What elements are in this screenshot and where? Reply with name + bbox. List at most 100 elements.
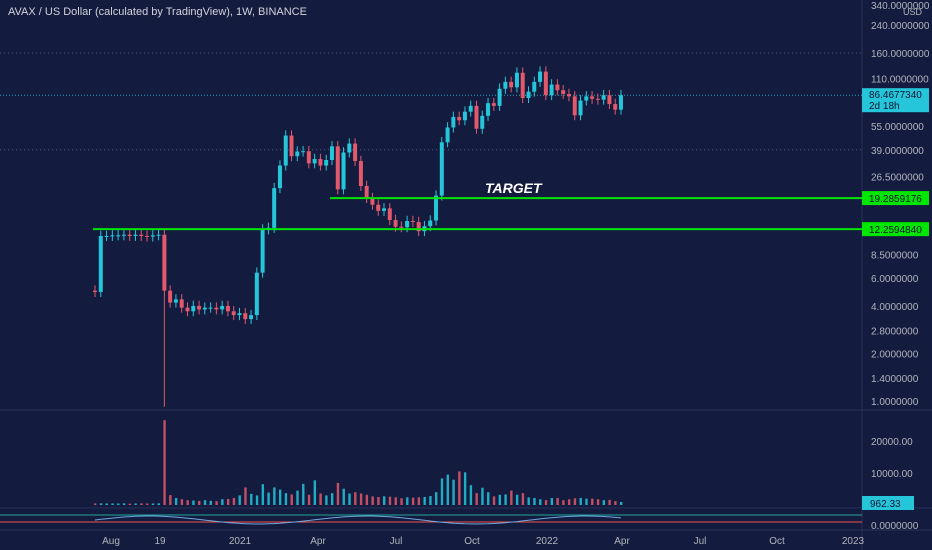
volume-bar [492, 496, 496, 505]
volume-bar [313, 480, 317, 505]
volume-tick-label: 20000.00 [871, 437, 913, 448]
price-unit-label: USD [903, 7, 923, 17]
volume-bar [406, 497, 409, 505]
volume-bar [440, 478, 444, 505]
candle-body [283, 135, 288, 166]
volume-bar [515, 494, 519, 505]
candle-body [121, 234, 126, 236]
candle-body [289, 135, 294, 157]
volume-bar [458, 471, 461, 505]
volume-bar [562, 500, 565, 505]
candle-body [312, 158, 317, 164]
candle-body [451, 116, 456, 128]
volume-bar [423, 497, 426, 505]
candle-body [127, 234, 132, 236]
candle-body [566, 93, 571, 97]
volume-bar [394, 497, 397, 505]
target-annotation: TARGET [485, 180, 542, 196]
candle-body [185, 307, 190, 312]
price-tick-label: 55.0000000 [871, 122, 924, 133]
candle-body [353, 143, 358, 162]
volume-bar [527, 497, 530, 505]
volume-bar [365, 494, 369, 505]
volume-bar [221, 499, 224, 505]
candle-body [618, 95, 623, 110]
candle-body [457, 116, 462, 121]
volume-bar [556, 497, 559, 505]
volume-bar [573, 498, 577, 505]
candle-body [324, 160, 329, 166]
candle-body [428, 220, 433, 227]
volume-bar [232, 497, 236, 505]
candle-body [254, 272, 259, 316]
candle-body [595, 98, 600, 100]
candle-body [520, 72, 525, 99]
volume-bar [302, 483, 305, 505]
candle-body [526, 91, 531, 99]
price-tick-label: 1.4000000 [871, 374, 919, 385]
candle-body [179, 299, 184, 308]
candle-body [590, 96, 595, 99]
volume-bar [498, 494, 501, 505]
volume-bar [608, 499, 611, 505]
candle-body [191, 305, 196, 312]
volume-bar [521, 493, 525, 505]
volume-bar [290, 494, 293, 505]
volume-bar [174, 497, 178, 505]
candle-body [538, 71, 543, 82]
candle-body [110, 235, 115, 237]
time-axis-label: Jul [390, 536, 403, 547]
price-tick-label: 26.5000000 [871, 172, 924, 183]
volume-bar [452, 479, 455, 505]
price-tick-label: 110.0000000 [871, 75, 929, 86]
volume-bar [209, 500, 212, 505]
candle-body [578, 100, 583, 116]
volume-bar [354, 492, 357, 505]
volume-bar [140, 503, 143, 505]
volume-bar [261, 484, 265, 505]
time-axis-label: Apr [310, 536, 326, 547]
time-axis-label: 2023 [842, 536, 865, 547]
volume-bar [510, 490, 513, 505]
volume-bar [267, 492, 270, 505]
volume-bar [417, 497, 421, 505]
candle-body [225, 305, 230, 312]
price-tick-label: 1.0000000 [871, 397, 919, 408]
volume-bar [400, 498, 403, 505]
volume-bar [371, 496, 374, 505]
candle-body [202, 307, 207, 310]
volume-bar [342, 488, 345, 505]
time-axis-label: 19 [154, 536, 166, 547]
price-tick-label: 6.0000000 [871, 274, 919, 285]
candle-body [116, 235, 121, 237]
volume-bar [296, 490, 299, 505]
volume-bar [585, 498, 588, 505]
candle-body [543, 71, 548, 96]
candle-body [347, 143, 352, 153]
volume-bar [284, 493, 288, 505]
volume-bar [377, 497, 380, 505]
volume-bar [544, 500, 548, 505]
price-tick-label: 160.0000000 [871, 49, 930, 60]
candle-body [329, 146, 334, 161]
price-tick-label: 2.0000000 [871, 349, 919, 360]
candle-body [416, 222, 421, 232]
candle-body [220, 305, 225, 310]
volume-bar [111, 503, 114, 505]
candle-body [486, 103, 491, 116]
candle-body [572, 96, 577, 116]
candle-body [231, 311, 236, 316]
volume-bar [614, 501, 617, 505]
candle-body [162, 234, 167, 291]
candle-body [434, 195, 439, 221]
candle-body [405, 221, 410, 228]
candle-body [335, 146, 340, 190]
candle-body [399, 226, 404, 228]
candle-body [561, 90, 566, 94]
volume-bar [619, 501, 623, 505]
candle-body [462, 111, 467, 121]
volume-bar [117, 503, 120, 505]
candle-body [509, 81, 514, 88]
